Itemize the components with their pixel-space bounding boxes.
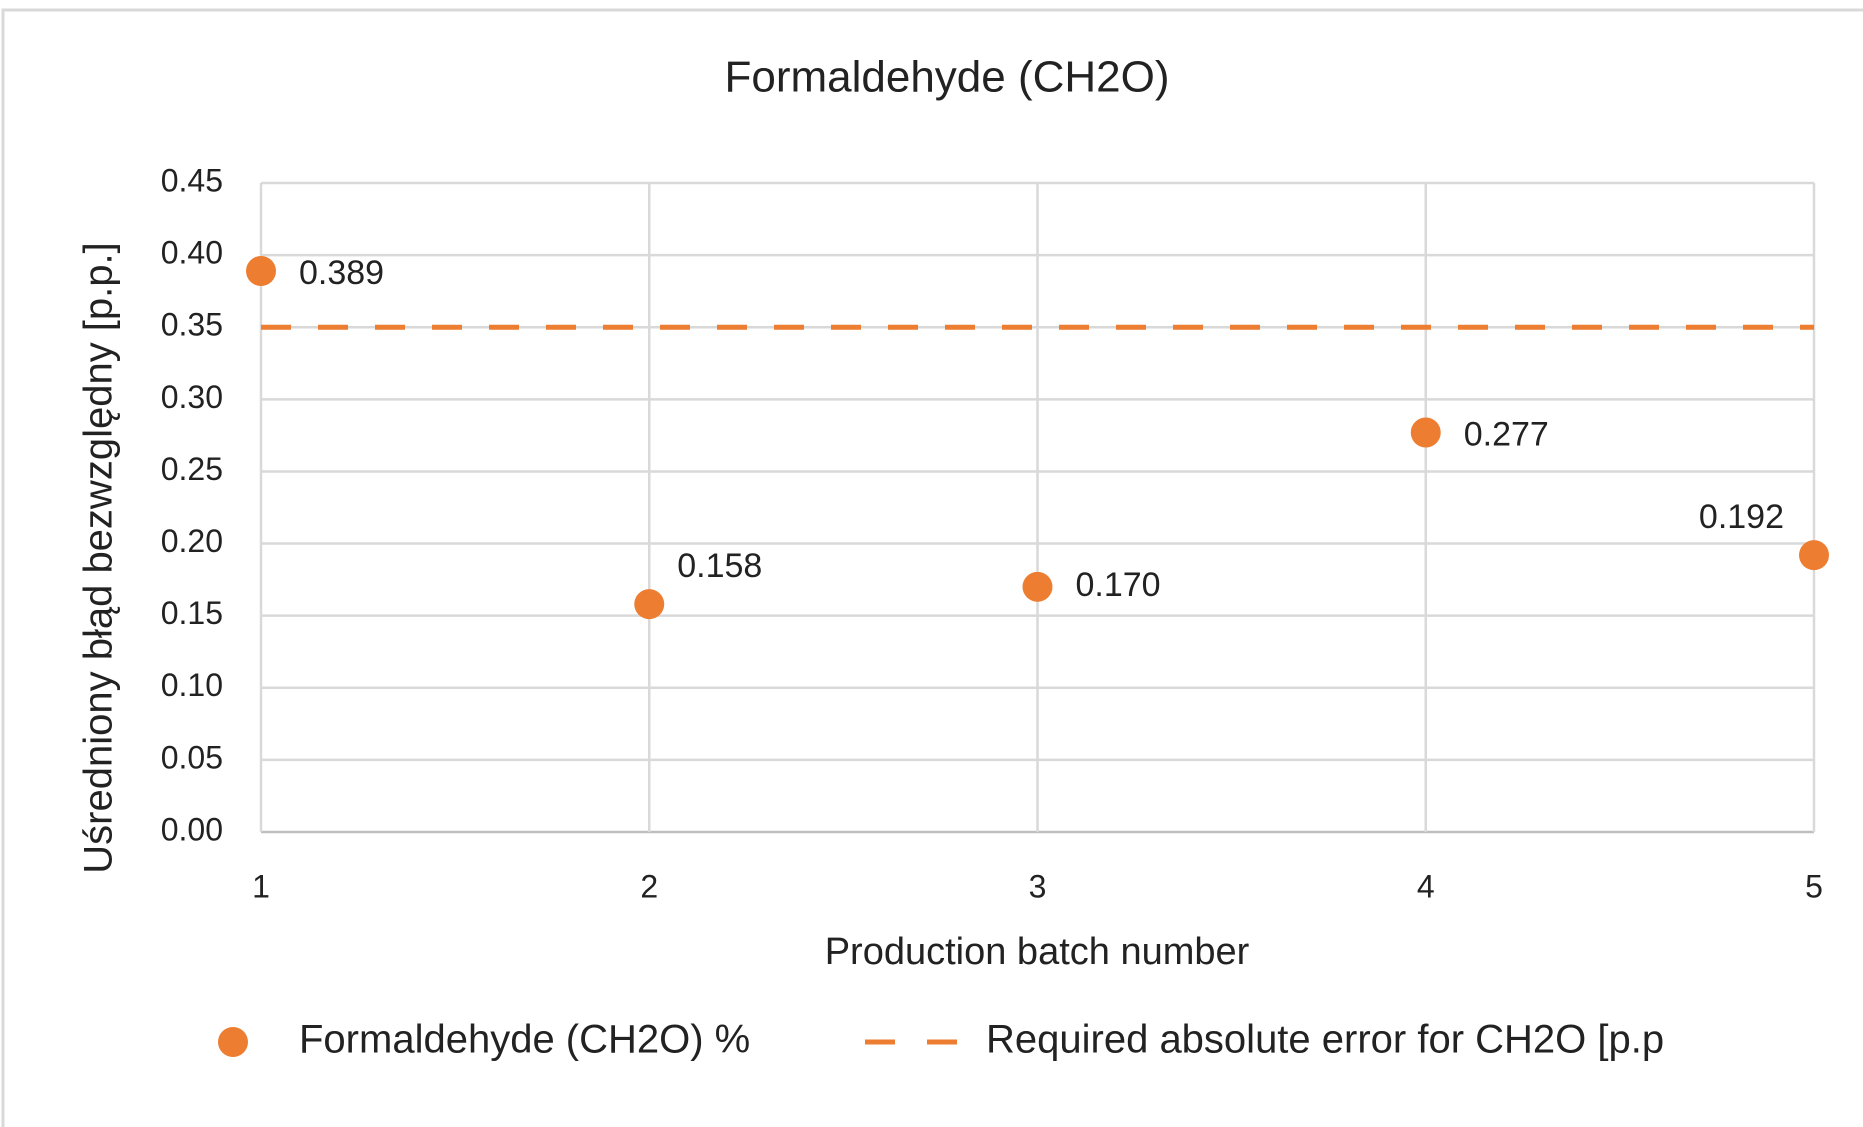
y-tick-label: 0.45 xyxy=(161,162,223,198)
data-point xyxy=(634,589,665,620)
y-axis-label: Uśredniony błąd bezwzględny [p.p.] xyxy=(77,242,121,873)
chart-title: Formaldehyde (CH2O) xyxy=(724,53,1169,102)
x-tick-label: 2 xyxy=(640,868,658,904)
data-label: 0.389 xyxy=(299,254,384,292)
legend-marker xyxy=(218,1027,248,1057)
chart-frame xyxy=(1,8,1863,1127)
data-label: 0.192 xyxy=(1699,498,1784,536)
data-point xyxy=(246,255,276,286)
data-point xyxy=(1799,540,1829,571)
x-axis-label: Production batch number xyxy=(825,931,1250,973)
y-tick-label: 0.00 xyxy=(161,811,223,847)
data-label: 0.277 xyxy=(1464,415,1549,453)
legend-label: Formaldehyde (CH2O) % xyxy=(299,1018,750,1062)
x-tick-label: 4 xyxy=(1417,868,1435,904)
y-tick-label: 0.40 xyxy=(161,235,223,271)
y-tick-label: 0.15 xyxy=(161,595,223,631)
y-tick-label: 0.25 xyxy=(161,451,223,487)
x-tick-label: 3 xyxy=(1029,868,1047,904)
y-tick-label: 0.20 xyxy=(161,523,223,559)
data-point xyxy=(1410,417,1441,448)
x-tick-label: 1 xyxy=(252,868,270,904)
y-tick-label: 0.10 xyxy=(161,667,223,703)
y-tick-label: 0.35 xyxy=(161,307,223,343)
data-label: 0.158 xyxy=(677,547,762,585)
legend-label: Required absolute error for CH2O [p.p xyxy=(986,1018,1664,1062)
x-tick-label: 5 xyxy=(1805,868,1823,904)
data-label: 0.170 xyxy=(1076,566,1161,604)
y-tick-label: 0.05 xyxy=(161,739,223,775)
data-point xyxy=(1022,571,1053,602)
y-tick-label: 0.30 xyxy=(161,379,223,415)
